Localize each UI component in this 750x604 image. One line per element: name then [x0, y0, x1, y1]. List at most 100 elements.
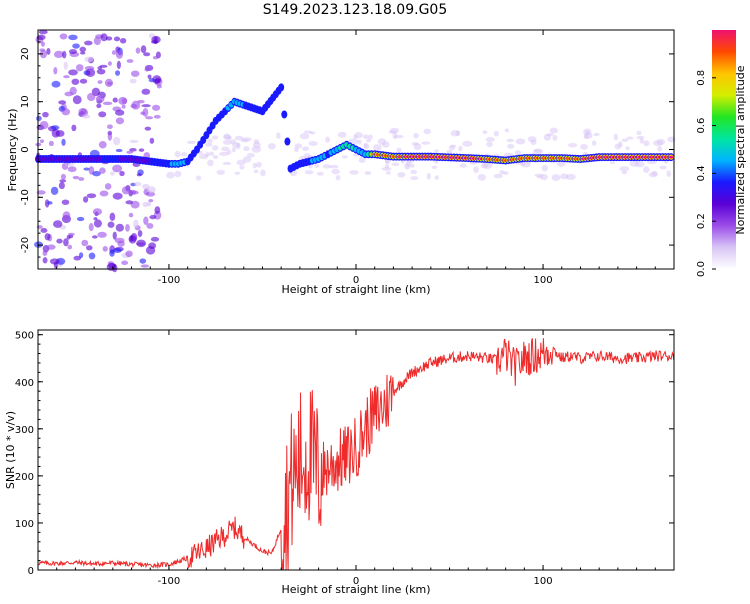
spectrogram-halo-cell: [381, 141, 390, 148]
spectrogram-noise-cell: [53, 67, 58, 75]
spectrogram-noise-cell: [149, 137, 155, 144]
spectrogram-ridge-cell: [278, 84, 284, 90]
spectrogram-noise-cell: [97, 231, 107, 238]
spectrogram-halo-cell: [381, 167, 392, 171]
spectrogram-noise-cell: [126, 150, 134, 154]
spectrogram-noise-cell: [98, 141, 107, 149]
spectrogram-halo-cell: [246, 152, 255, 158]
spectrogram-halo-cell: [216, 169, 225, 175]
spectrogram-noise-cell: [81, 239, 89, 247]
spectrogram-y-tick-label: 20: [20, 48, 31, 61]
spectrogram-halo-cell: [580, 144, 588, 150]
snr-y-tick-label: 200: [15, 472, 34, 483]
spectrogram-noise-cell: [68, 69, 78, 76]
spectrogram-noise-cell: [82, 196, 89, 203]
spectrogram-noise-cell: [129, 139, 139, 143]
colorbar-tick-label: 0.0: [696, 261, 707, 277]
spectrogram-halo-cell: [434, 149, 440, 154]
spectrogram-noise-cell: [105, 36, 113, 41]
spectrogram-noise-cell: [150, 40, 159, 44]
spectrogram-noise-cell: [125, 250, 133, 258]
spectrogram-noise-cell: [154, 206, 161, 214]
spectrogram-noise-cell: [115, 109, 125, 116]
spectrogram-noise-cell: [92, 170, 101, 177]
spectrogram-halo-cell: [504, 128, 510, 133]
spectrogram-noise-cell: [116, 60, 121, 70]
spectrogram-noise-cell: [117, 240, 125, 247]
spectrogram-halo-cell: [556, 160, 566, 167]
spectrogram-noise-cell: [46, 47, 51, 55]
spectrogram-noise-cell: [147, 201, 152, 207]
spectrogram-noise-cell: [93, 219, 102, 228]
spectrogram-noise-cell: [88, 252, 96, 260]
spectrogram-halo-cell: [354, 132, 363, 139]
spectrogram-halo-cell: [367, 134, 373, 140]
spectrogram-noise-cell: [153, 114, 161, 119]
spectrogram-noise-cell: [143, 216, 149, 225]
spectrogram-y-tick-label: -10: [20, 189, 31, 205]
spectrogram-halo-cell: [666, 170, 671, 177]
colorbar-label: Normalized spectral amplitude: [734, 65, 747, 234]
spectrogram-noise-cell: [58, 181, 65, 190]
spectrogram-halo-cell: [276, 132, 281, 139]
spectrogram-halo-cell: [530, 139, 537, 146]
spectrogram-halo-cell: [234, 171, 241, 175]
spectrogram-noise-cell: [140, 45, 147, 54]
spectrogram-noise-cell: [80, 51, 86, 55]
spectrogram-noise-cell: [59, 179, 67, 183]
spectrogram-noise-cell: [119, 37, 127, 44]
spectrogram-noise-cell: [129, 78, 137, 84]
spectrogram-noise-cell: [112, 97, 118, 103]
spectrogram-noise-cell: [107, 61, 112, 66]
spectrogram-noise-cell: [148, 78, 155, 83]
spectrogram-noise-cell: [85, 68, 96, 77]
spectrogram-halo-cell: [322, 164, 332, 169]
spectrogram-halo-cell: [477, 173, 487, 181]
spectrogram-halo-cell: [421, 141, 431, 145]
spectrogram-halo-cell: [621, 170, 628, 175]
spectrogram-noise-cell: [148, 199, 154, 203]
spectrogram-halo-cell: [619, 166, 630, 172]
spectrogram-x-tick-label: 100: [534, 275, 553, 286]
spectrogram-noise-cell: [125, 200, 134, 205]
spectrogram-halo-cell: [180, 152, 188, 157]
snr-y-tick-label: 300: [15, 425, 34, 436]
spectrogram-noise-cell: [143, 52, 151, 57]
spectrogram-y-tick-label: 10: [20, 95, 31, 108]
spectrogram-noise-cell: [144, 126, 152, 131]
spectrogram-halo-cell: [384, 164, 390, 169]
spectrogram-halo-cell: [341, 155, 348, 159]
spectrogram-halo-cell: [234, 135, 244, 141]
colorbar-gradient: [712, 30, 736, 269]
spectrogram-halo-cell: [614, 143, 622, 150]
spectrogram-noise-cell: [73, 255, 82, 261]
spectrogram-halo-cell: [621, 138, 629, 142]
spectrogram-halo-cell: [473, 166, 479, 173]
spectrogram-noise-cell: [115, 117, 125, 125]
spectrogram-noise-cell: [88, 223, 94, 232]
spectrogram-noise-cell: [139, 258, 147, 264]
spectrogram-halo-cell: [186, 140, 197, 144]
spectrogram-noise-cell: [129, 147, 137, 152]
spectrogram-noise-cell: [111, 263, 118, 273]
spectrogram-noise-cell: [96, 103, 102, 109]
spectrogram-halo-cell: [301, 146, 310, 151]
spectrogram-noise-cell: [131, 70, 140, 77]
colorbar-tick-label: 0.4: [696, 165, 707, 181]
spectrogram-noise-cell: [71, 78, 80, 85]
spectrogram-halo-cell: [610, 161, 615, 165]
spectrogram-ridge-cell: [284, 138, 290, 145]
spectrogram-noise-cell: [72, 175, 80, 180]
spectrogram-noise-cell: [109, 212, 116, 222]
spectrogram-noise-cell: [125, 223, 130, 232]
spectrogram-halo-cell: [593, 132, 600, 137]
spectrogram-halo-cell: [448, 145, 455, 151]
spectrogram-noise-cell: [92, 208, 102, 216]
spectrogram-noise-cell: [44, 233, 51, 241]
spectrogram-noise-cell: [97, 66, 103, 70]
spectrogram-noise-cell: [140, 264, 149, 268]
spectrogram-noise-cell: [112, 192, 123, 200]
colorbar-tick-label: 0.8: [696, 70, 707, 86]
spectrogram-noise-cell: [39, 121, 49, 130]
